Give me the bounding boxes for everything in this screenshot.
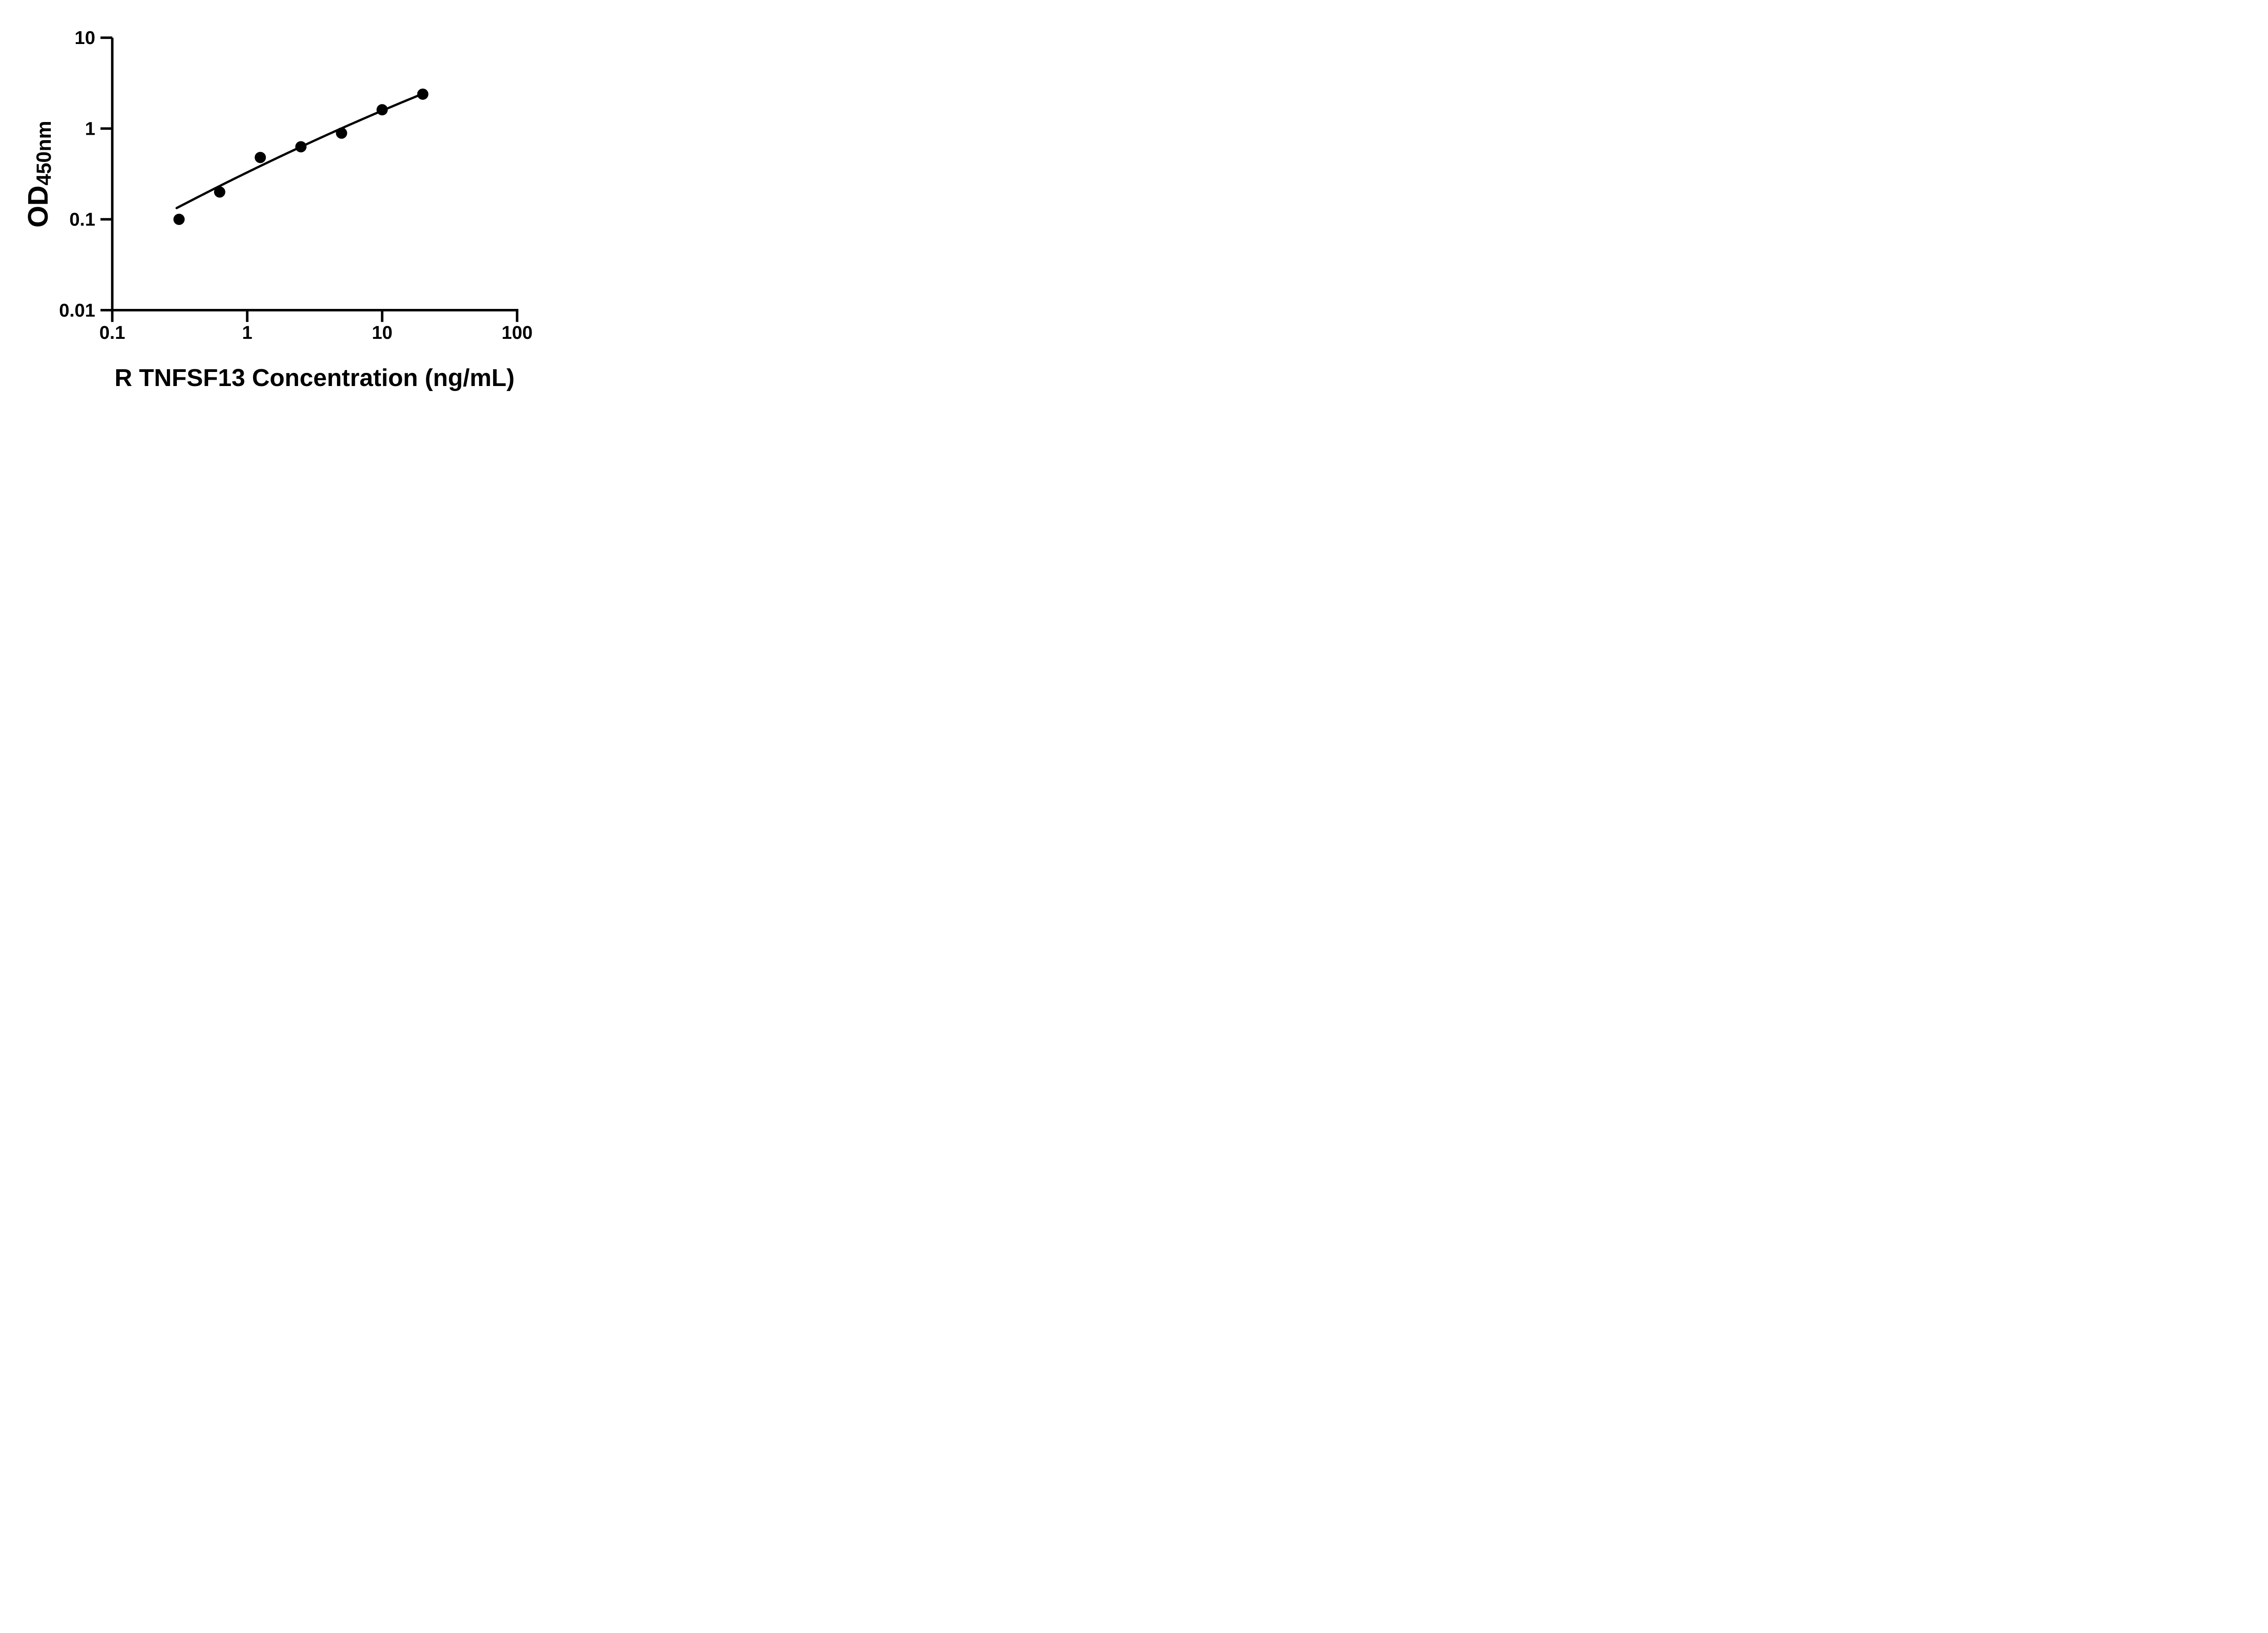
y-tick-label-10: 10 (74, 27, 95, 48)
elisa-standard-curve-figure: 0.1 1 10 100 0.01 0.1 1 10 R TNFSF13 Concentrat… (0, 0, 583, 408)
y-axis-title-subscript: 450nm (32, 121, 56, 186)
x-tick-label-1: 1 (242, 322, 253, 343)
x-tick-label-10: 10 (372, 322, 393, 343)
data-point-20 (417, 88, 429, 100)
data-point-5 (336, 127, 347, 139)
data-point-0.625 (214, 186, 225, 198)
data-point-2.5 (295, 141, 307, 152)
y-axis-title-main: OD (22, 185, 54, 228)
x-tick-label-0.1: 0.1 (99, 322, 125, 343)
y-axis-title: OD450nm (22, 121, 56, 228)
data-point-1.25 (254, 152, 266, 163)
y-tick-label-1: 1 (85, 118, 95, 139)
data-point-10 (376, 104, 388, 116)
x-axis-title: R TNFSF13 Concentration (ng/mL) (114, 364, 515, 391)
data-point-0.3125 (173, 214, 185, 225)
x-tick-label-100: 100 (502, 322, 533, 343)
y-tick-label-0.1: 0.1 (69, 209, 95, 230)
y-tick-label-0.01: 0.01 (59, 300, 95, 321)
